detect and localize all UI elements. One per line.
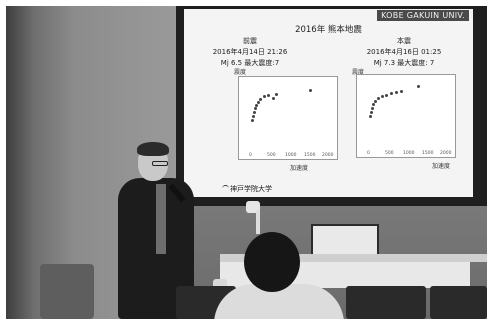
right-panel-x-label: 加速度 <box>432 163 451 170</box>
data-point <box>263 95 266 98</box>
data-point <box>385 94 388 97</box>
x-tick: 0 <box>249 153 252 158</box>
left-panel-x-label: 加速度 <box>290 165 309 172</box>
left-scatter-plot: 0 500 1000 1500 2000 <box>238 76 338 160</box>
x-tick: 1500 <box>422 151 434 156</box>
data-point <box>370 111 373 114</box>
speaker-hair <box>137 142 169 156</box>
data-point <box>395 91 398 94</box>
data-point <box>275 93 278 96</box>
left-panel-magnitude: Mj 6.5 最大震度:7 <box>220 59 280 67</box>
lecture-desk-top <box>220 254 487 262</box>
x-tick: 0 <box>367 151 370 156</box>
right-panel-date: 2016年4月16日 01:25 <box>366 48 442 56</box>
data-point <box>253 111 256 114</box>
lecture-photo: KOBE GAKUIN UNIV. 2016年 熊本地震 前震 2016年4月1… <box>6 6 487 319</box>
data-point <box>381 95 384 98</box>
data-point <box>257 101 260 104</box>
x-tick: 1500 <box>304 153 316 158</box>
slide-title: 2016年 熊本地震 <box>295 25 362 35</box>
left-panel-y-label: 震度 <box>234 69 247 76</box>
data-point <box>309 89 312 92</box>
data-point <box>374 100 377 103</box>
projected-slide: KOBE GAKUIN UNIV. 2016年 熊本地震 前震 2016年4月1… <box>184 9 473 197</box>
data-point <box>369 115 372 118</box>
x-tick: 500 <box>385 151 394 156</box>
right-panel-magnitude: Mj 7.3 最大震度: 7 <box>373 59 435 67</box>
wall-pillar <box>6 6 32 319</box>
x-tick: 2000 <box>322 153 334 158</box>
data-point <box>267 94 270 97</box>
left-panel-date: 2016年4月14日 21:26 <box>212 48 288 56</box>
university-logo-text: 神戸学院大学 <box>230 185 272 193</box>
left-panel-heading: 前震 <box>243 37 257 45</box>
data-point <box>372 103 375 106</box>
data-point <box>390 92 393 95</box>
chair <box>40 264 94 319</box>
university-brand-label: KOBE GAKUIN UNIV. <box>377 10 469 21</box>
university-logo-icon <box>222 185 229 192</box>
podium-lamp-arm <box>256 210 260 234</box>
x-tick: 500 <box>267 153 276 158</box>
data-point <box>255 104 258 107</box>
x-tick: 1000 <box>285 153 297 158</box>
data-point <box>251 119 254 122</box>
data-point <box>377 97 380 100</box>
data-point <box>417 85 420 88</box>
seat-back <box>430 286 487 319</box>
right-panel-heading: 本震 <box>397 37 411 45</box>
right-panel-y-label: 震度 <box>352 69 365 76</box>
seat-back <box>346 286 426 319</box>
x-tick: 2000 <box>440 151 452 156</box>
right-scatter-plot: 0 500 1000 1500 2000 <box>356 74 456 158</box>
x-tick: 1000 <box>403 151 415 156</box>
glasses-icon <box>152 161 168 166</box>
speaker-shirt <box>156 184 166 254</box>
data-point <box>252 115 255 118</box>
data-point <box>400 90 403 93</box>
student-head <box>244 232 300 292</box>
data-point <box>371 107 374 110</box>
data-point <box>272 97 275 100</box>
data-point <box>254 107 257 110</box>
data-point <box>259 98 262 101</box>
